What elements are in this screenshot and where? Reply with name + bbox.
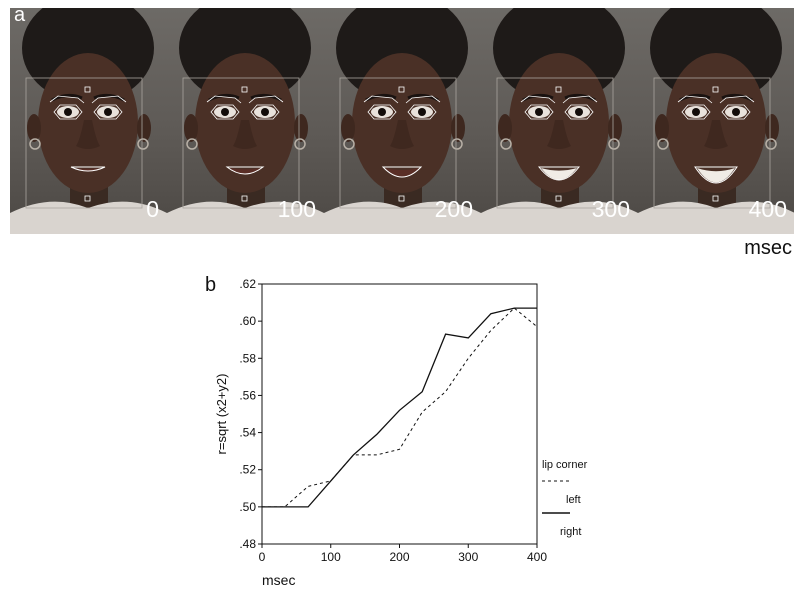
panel-b-letter: b [205, 274, 217, 296]
y-tick-label: .62 [239, 277, 256, 291]
x-tick-label: 0 [259, 550, 266, 564]
frame-time-label: 0 [146, 196, 159, 222]
frame-time-label: 100 [277, 196, 316, 222]
y-tick-label: .54 [239, 426, 256, 440]
frame-time-label: 200 [434, 196, 473, 222]
legend-solid-swatch [542, 512, 570, 514]
x-tick-label: 100 [321, 550, 341, 564]
x-tick-label: 400 [527, 550, 547, 564]
y-tick-label: .48 [239, 537, 256, 551]
y-tick-label: .56 [239, 388, 256, 402]
series-lines [262, 307, 538, 508]
x-axis-title: msec [262, 572, 296, 588]
face-frame: 300 [481, 8, 638, 234]
face-illustration [10, 8, 167, 234]
x-axis-ticks: 0 100 200 300 400 [259, 544, 547, 564]
face-frame: 0 [10, 8, 167, 234]
y-tick-label: .58 [239, 351, 256, 365]
y-tick-label: .52 [239, 463, 256, 477]
y-axis-title: r=sqrt (x2+y2) [214, 374, 229, 455]
legend-title: lip corner [542, 459, 588, 471]
legend-dashed-swatch [542, 480, 570, 482]
y-tick-label: .60 [239, 314, 256, 328]
face-frame: 400 [638, 8, 794, 234]
face-illustration [481, 8, 638, 234]
panel-a-letter: a [14, 4, 26, 26]
face-frame: 200 [324, 8, 481, 234]
x-tick-label: 200 [389, 550, 409, 564]
frame-time-label: 400 [748, 196, 787, 222]
face-image-strip: 0 100 [10, 8, 794, 234]
legend-label-left: left [566, 494, 581, 506]
series-line-left [262, 307, 538, 508]
face-frame: 100 [167, 8, 324, 234]
plot-area-frame [261, 283, 538, 545]
frame-time-label: 300 [591, 196, 630, 222]
face-illustration [167, 8, 324, 234]
x-tick-label: 300 [458, 550, 478, 564]
face-illustration [324, 8, 481, 234]
lip-corner-chart: .48 .50 .52 .54 .56 .58 .60 .62 0 100 200 300 400 r… [214, 277, 547, 564]
legend-label-right: right [560, 526, 582, 538]
y-tick-label: .50 [239, 500, 256, 514]
face-illustration [638, 8, 794, 234]
panel-a-time-unit: msec [744, 237, 792, 259]
series-line-right [262, 307, 537, 508]
y-axis-ticks: .48 .50 .52 .54 .56 .58 .60 .62 [239, 277, 262, 551]
